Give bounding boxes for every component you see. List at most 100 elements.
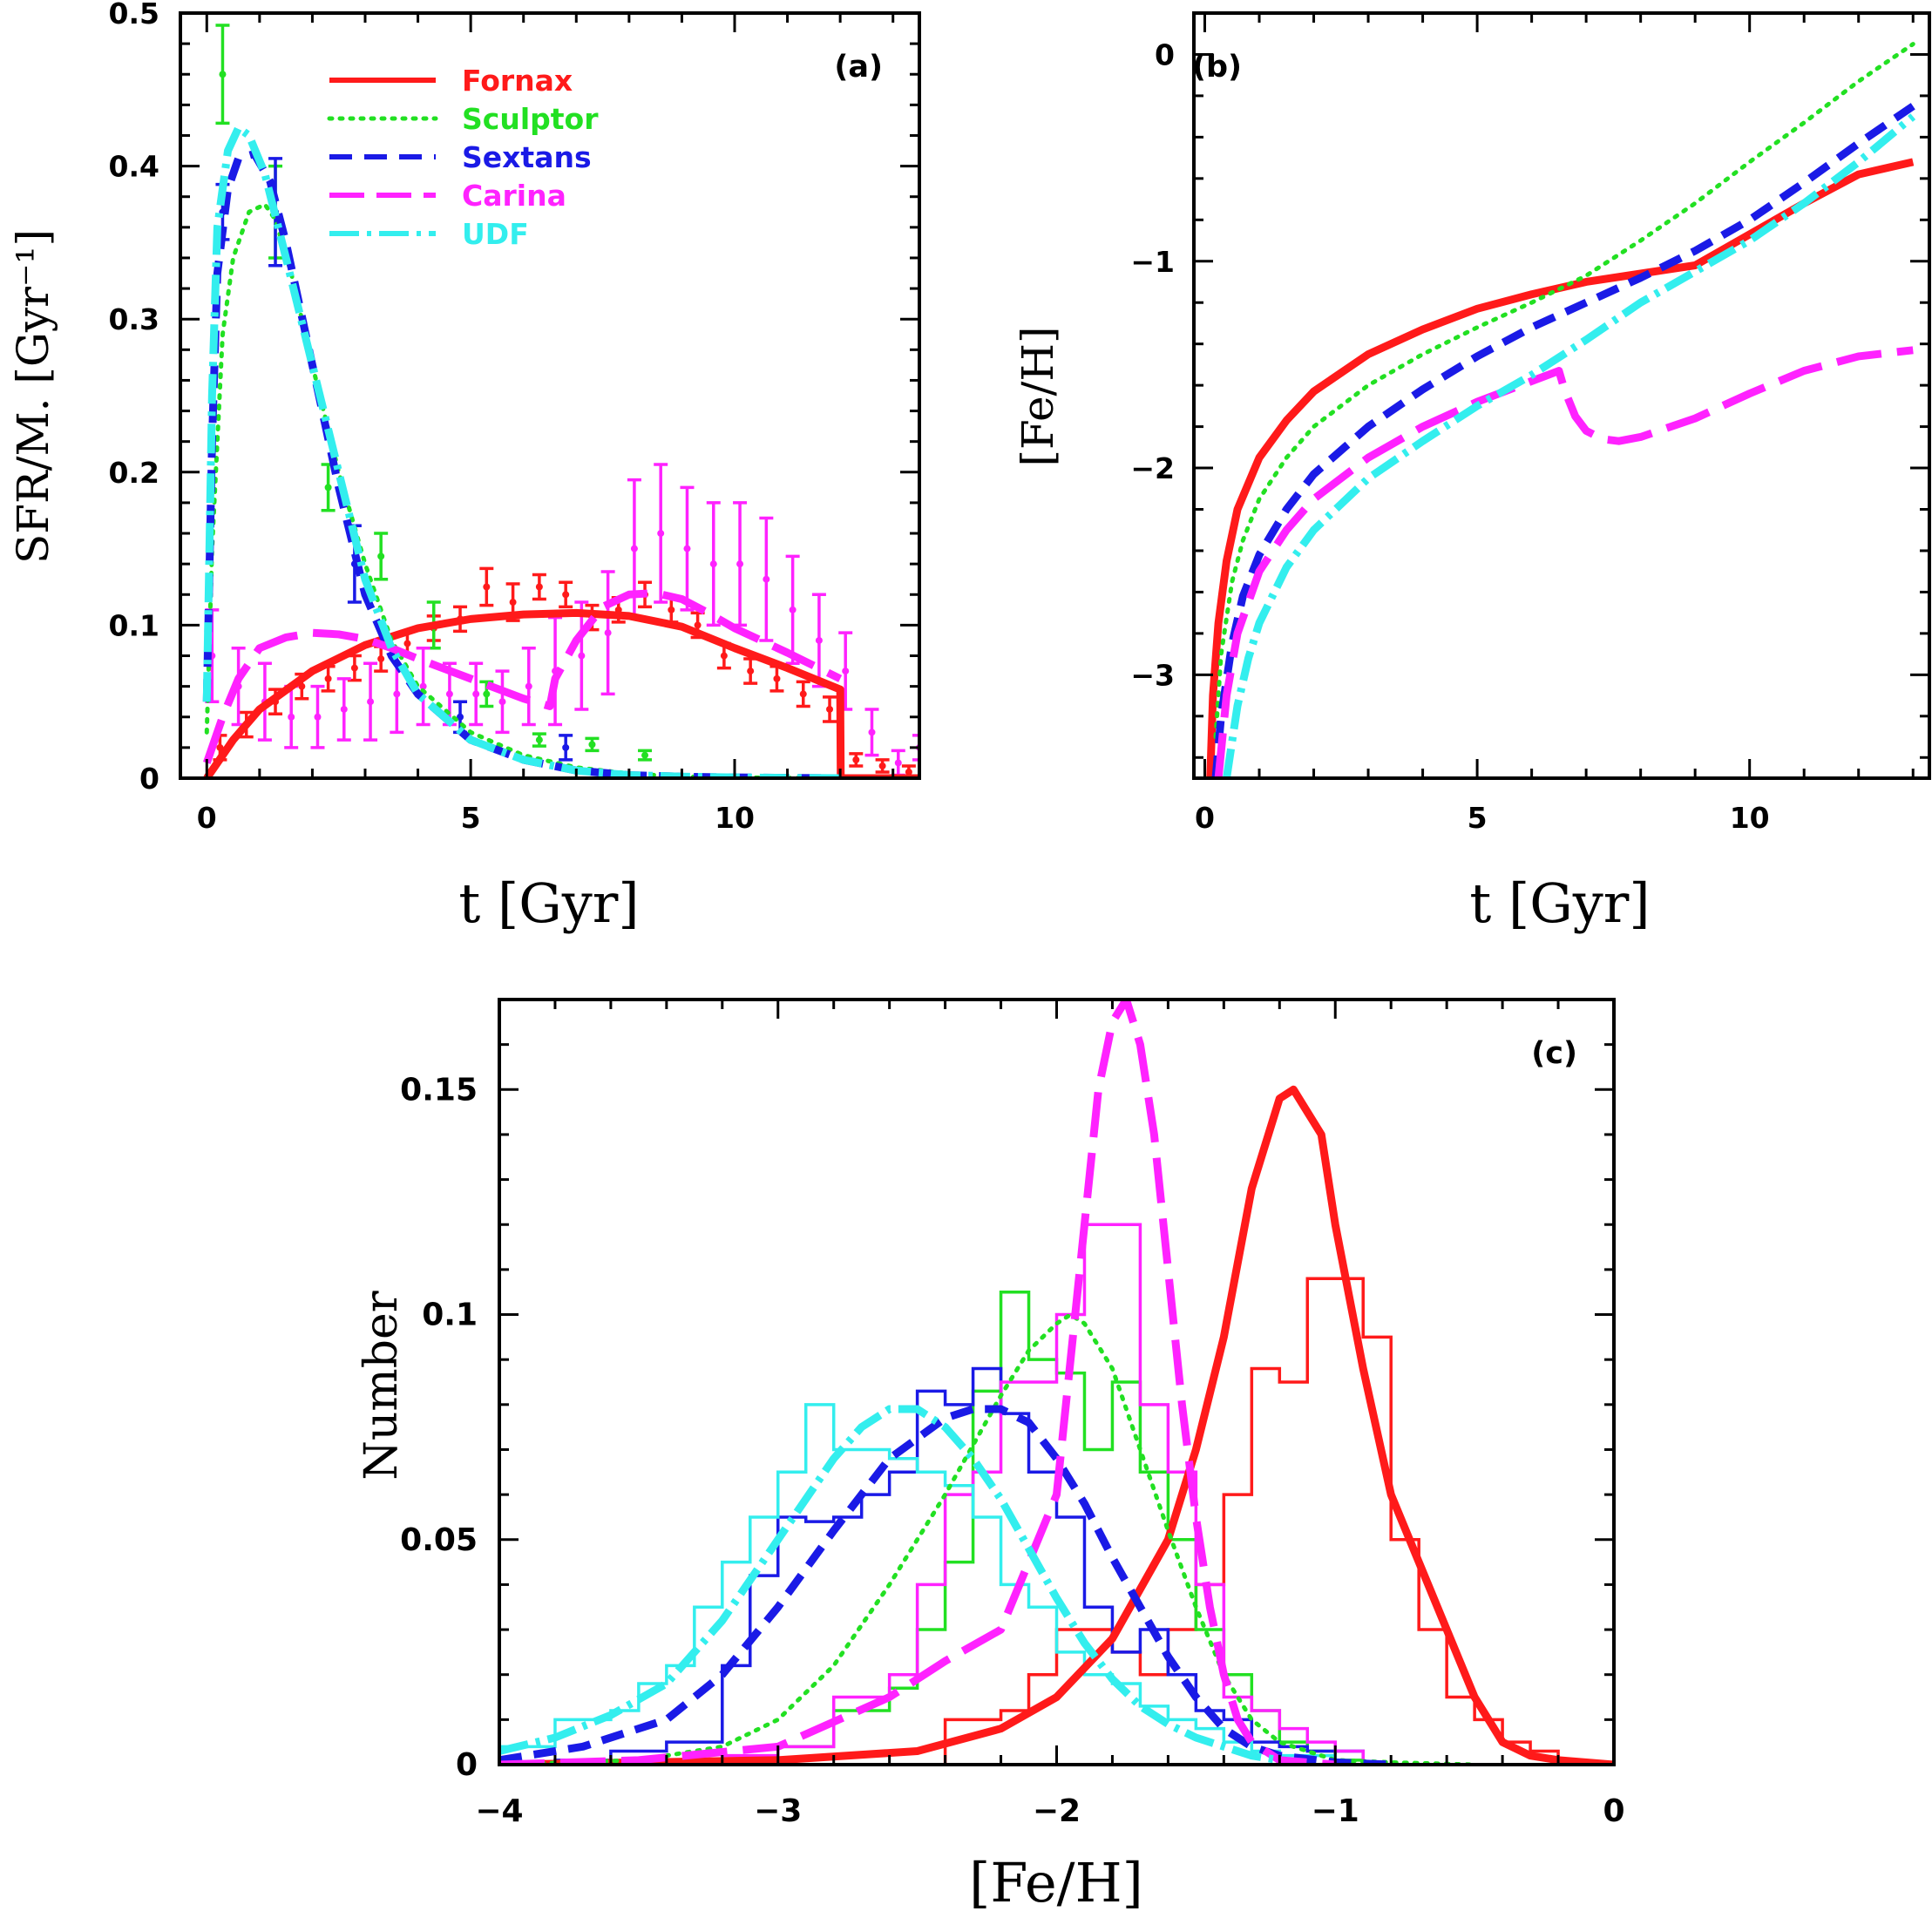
legend-label: Sextans — [462, 140, 592, 174]
y-tick-label: 0.1 — [109, 608, 159, 642]
errorbar-fornax — [849, 752, 864, 768]
errorbar-carina — [600, 570, 615, 696]
y-tick-label: 0.5 — [109, 0, 159, 30]
legend-item-fornax: Fornax — [329, 64, 573, 98]
x-tick-label: 5 — [1468, 801, 1488, 835]
curve-udf — [499, 1405, 1281, 1765]
legend-item-sextans: Sextans — [329, 140, 592, 174]
curve-sextans — [1211, 103, 1915, 778]
y-axis-title: [Fe/H] — [1013, 326, 1063, 466]
histogram-udf — [499, 1403, 1337, 1765]
x-tick-label: 0 — [1603, 1793, 1624, 1829]
errorbar-sculptor — [479, 680, 494, 708]
errorbar-carina — [891, 749, 905, 777]
curve-fornax — [203, 608, 919, 778]
errorbar-sculptor — [321, 463, 336, 512]
legend-item-carina: Carina — [329, 179, 566, 213]
histogram-carina — [721, 1223, 1365, 1765]
legend-label: UDF — [462, 217, 529, 251]
errorbar-carina — [733, 501, 748, 627]
errorbar-carina — [469, 661, 484, 727]
y-tick-label: 0 — [139, 762, 159, 796]
panel-b-feh-vs-time: 0 5 10 −3 −2 −1 0 t [Gyr] [Fe/H] (b) — [1013, 11, 1931, 935]
panel-label: (b) — [1192, 50, 1242, 85]
axis-ticks — [498, 998, 1616, 1766]
errorbar-sculptor — [532, 732, 546, 748]
errorbar-carina — [574, 600, 589, 711]
errorbar-carina — [759, 516, 774, 642]
errorbar-sculptor — [374, 532, 389, 581]
errorbar-fornax — [901, 764, 916, 778]
x-tick-label: 5 — [461, 801, 481, 835]
curve-sculptor — [1213, 42, 1915, 740]
curve-sculptor — [499, 1312, 1477, 1765]
x-axis-title: t [Gyr] — [458, 871, 639, 935]
errorbar-fornax — [559, 580, 573, 609]
errorbar-sextans — [559, 734, 573, 762]
curve-sextans — [499, 1405, 1392, 1765]
plot-frame — [1192, 11, 1931, 780]
y-tick-label: −2 — [1130, 451, 1175, 485]
errorbar-sculptor — [585, 736, 600, 753]
errorbar-carina — [310, 684, 325, 749]
errorbar-carina — [416, 646, 430, 727]
y-tick-label: 0.4 — [109, 150, 159, 184]
errorbar-sculptor — [215, 24, 230, 125]
legend-item-udf: UDF — [329, 217, 529, 251]
y-tick-label: 0.3 — [109, 302, 159, 336]
errorbar-fornax — [347, 654, 362, 682]
curve-carina — [1214, 346, 1914, 778]
curve-udf — [202, 124, 841, 778]
y-tick-label: −3 — [1130, 658, 1175, 692]
errorbar-carina — [284, 684, 299, 749]
y-axis-title: SFR/M. [Gyr⁻¹] — [8, 229, 58, 564]
plot-frame — [179, 11, 921, 780]
panel-a-sfr-vs-time: 0 5 10 0 0.1 0.2 0.3 0.4 0.5 t [Gyr] SFR/M. [Gyr⁻¹… — [8, 0, 921, 935]
errorbar-carina — [521, 646, 536, 727]
errorbar-carina — [680, 485, 695, 612]
curve-carina — [203, 589, 843, 764]
y-tick-label: 0.05 — [400, 1522, 478, 1558]
y-tick-label: 0 — [456, 1747, 478, 1783]
curve-fornax — [499, 1085, 1614, 1765]
x-tick-label: −3 — [754, 1793, 802, 1829]
y-tick-label: 0.1 — [422, 1298, 478, 1333]
panel-c-metallicity-distribution: −4 −3 −2 −1 0 0 0.05 0.1 0.15 [Fe/H] Number (c) — [356, 998, 1625, 1915]
errorbar-carina — [864, 708, 879, 757]
curve-carina — [499, 1000, 1336, 1765]
errorbar-fornax — [532, 573, 546, 601]
y-tick-label: 0 — [1155, 37, 1175, 71]
x-axis-title: t [Gyr] — [1469, 871, 1650, 935]
legend-label: Sculptor — [462, 102, 599, 136]
errorbar-carina — [495, 669, 510, 735]
errorbar-fornax — [743, 657, 758, 685]
errorbar-fornax — [875, 758, 890, 774]
panel-label: (c) — [1531, 1036, 1577, 1071]
legend-label: Carina — [462, 179, 566, 213]
errorbar-carina — [654, 463, 668, 604]
errorbar-fornax — [479, 566, 494, 607]
panel-label: (a) — [834, 50, 883, 85]
histogram-sextans — [553, 1366, 1365, 1765]
errorbar-carina — [811, 593, 826, 688]
x-tick-label: −2 — [1033, 1793, 1081, 1829]
errorbar-carina — [363, 661, 378, 742]
errorbar-carina — [706, 501, 721, 627]
x-tick-label: 10 — [1730, 801, 1770, 835]
legend: Fornax Sculptor Sextans Carina UDF — [327, 64, 599, 251]
legend-label: Fornax — [462, 64, 573, 98]
x-tick-label: −4 — [475, 1793, 523, 1829]
x-tick-label: 0 — [197, 801, 217, 835]
y-tick-label: 0.15 — [400, 1072, 478, 1108]
errorbar-carina — [785, 554, 800, 666]
errorbar-sculptor — [638, 749, 653, 762]
legend-item-sculptor: Sculptor — [327, 102, 599, 136]
y-tick-label: −1 — [1130, 245, 1175, 279]
curve-udf — [1223, 113, 1916, 778]
errorbar-fornax — [769, 665, 784, 693]
axis-ticks — [1194, 11, 1929, 778]
y-axis-title: Number — [356, 1291, 408, 1480]
errorbar-fornax — [796, 680, 810, 708]
x-tick-label: 10 — [715, 801, 755, 835]
